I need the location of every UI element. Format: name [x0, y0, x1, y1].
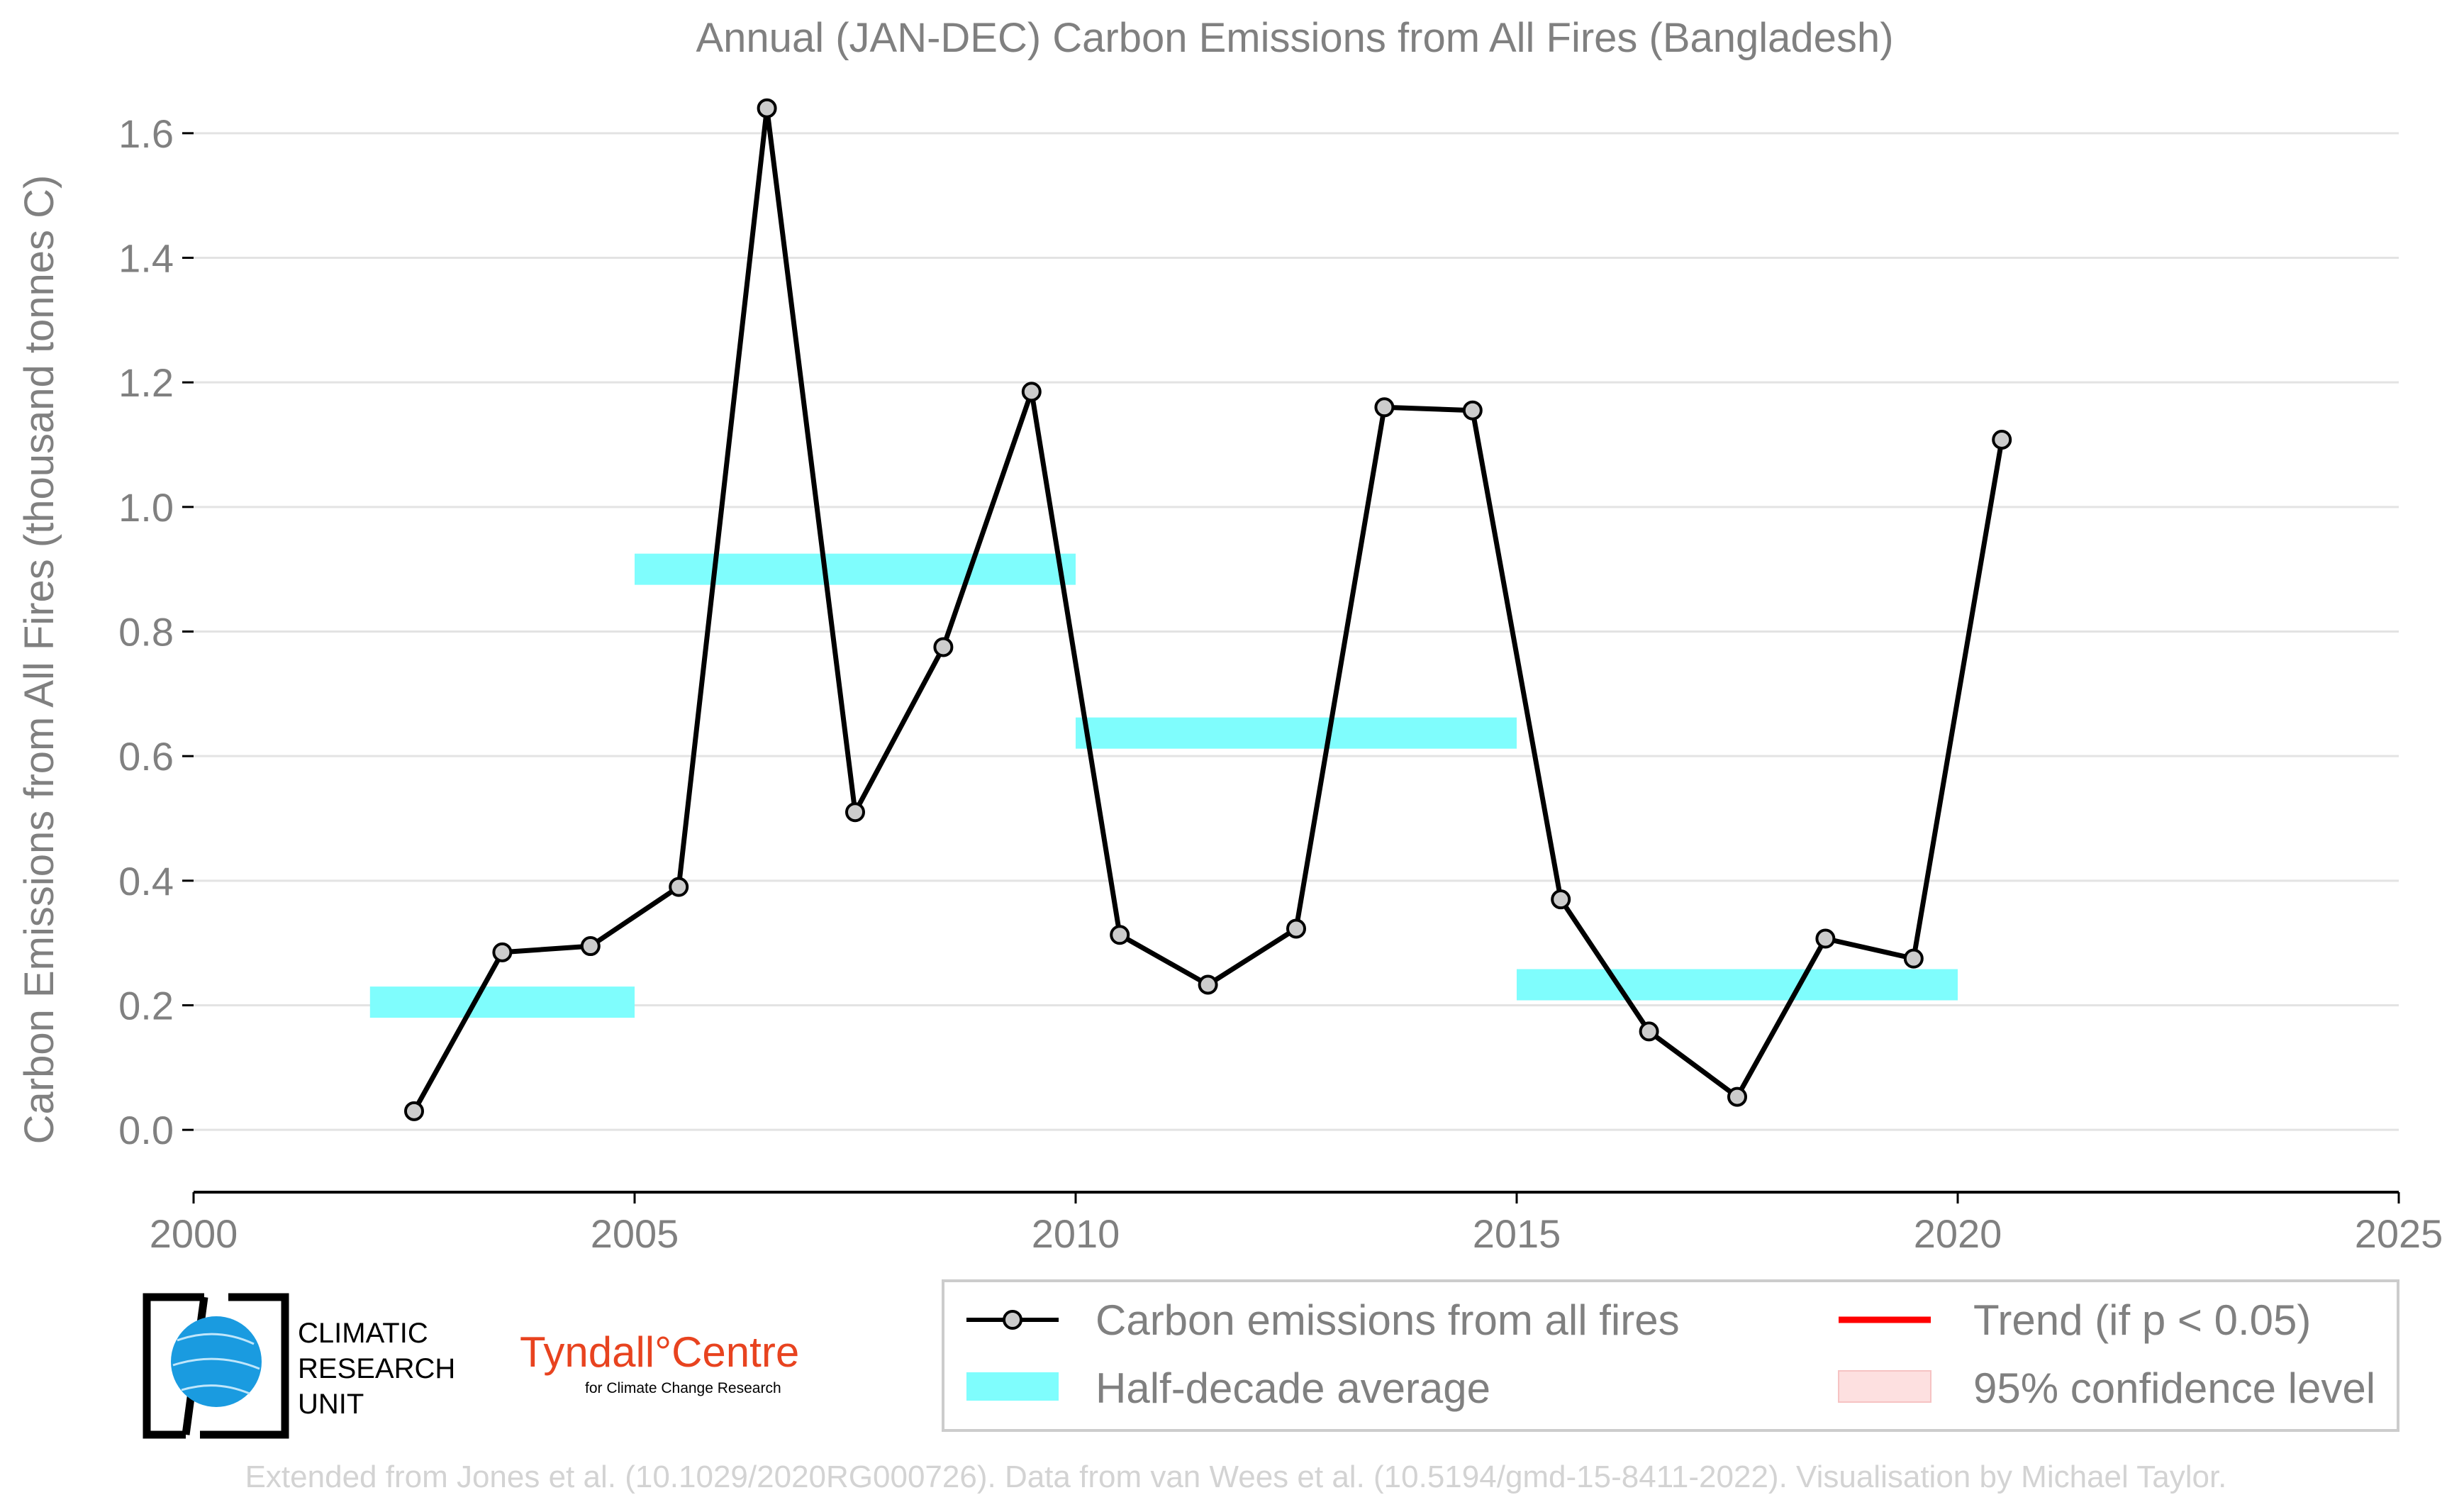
- cru-line-2: RESEARCH: [298, 1353, 455, 1384]
- chart-title: Annual (JAN-DEC) Carbon Emissions from A…: [696, 15, 1893, 61]
- data-point: [1110, 925, 1130, 945]
- data-point: [1551, 889, 1571, 910]
- data-point: [669, 877, 689, 897]
- legend-label-emissions: Carbon emissions from all fires: [1096, 1296, 1680, 1344]
- y-tick-label: 0.8: [118, 610, 174, 655]
- x-tick-label: 2010: [1032, 1211, 1120, 1256]
- globe-lines-icon: [172, 1333, 260, 1395]
- data-point: [492, 942, 513, 962]
- data-point: [933, 637, 954, 657]
- half-decade-bar: [635, 553, 1076, 585]
- data-point: [757, 98, 777, 118]
- cru-logo-bracket: [143, 1293, 289, 1439]
- y-tick-label: 1.6: [118, 111, 174, 156]
- y-tick-label: 1.2: [118, 360, 174, 405]
- y-tick-label: 0.0: [118, 1108, 174, 1152]
- axes: 0.0 0.2 0.4 0.6 0.8 1.0 1.2 1.4 1.6 2000 2005 2010 2…: [118, 111, 2443, 1256]
- data-point: [1992, 429, 2012, 450]
- data-point: [1286, 918, 1306, 939]
- x-tick-label: 2015: [1473, 1211, 1561, 1256]
- x-tick-label: 2000: [150, 1211, 238, 1256]
- y-tick-label: 1.4: [118, 236, 174, 281]
- tyndall-subtitle: for Climate Change Research: [585, 1380, 781, 1396]
- data-point: [1198, 974, 1218, 995]
- y-axis-label: Carbon Emissions from All Fires (thousan…: [16, 175, 62, 1145]
- legend-marker-swatch: [1003, 1310, 1022, 1330]
- data-point: [404, 1101, 424, 1121]
- grid-lines: [194, 132, 2399, 1131]
- data-point: [1462, 400, 1483, 421]
- cru-logo: CLIMATIC RESEARCH UNIT: [143, 1293, 455, 1439]
- x-tick-label: 2020: [1914, 1211, 2002, 1256]
- legend-label-trend: Trend (if p < 0.05): [1973, 1296, 2311, 1344]
- data-point: [845, 802, 865, 823]
- legend-average-swatch: [966, 1372, 1059, 1401]
- data-point: [1727, 1086, 1747, 1107]
- emissions-series: [404, 98, 2012, 1121]
- tyndall-name: Tyndall°Centre: [520, 1328, 799, 1376]
- data-point: [1021, 382, 1042, 402]
- legend-confidence-swatch: [1838, 1370, 1931, 1403]
- y-tick-label: 1.0: [118, 485, 174, 530]
- legend-frame: [942, 1279, 2399, 1432]
- y-tick-label: 0.2: [118, 984, 174, 1028]
- cru-line-1: CLIMATIC: [298, 1318, 428, 1349]
- tyndall-logo: Tyndall°Centre for Climate Change Resear…: [520, 1328, 799, 1396]
- legend: Carbon emissions from all fires Trend (i…: [942, 1279, 2399, 1432]
- data-point: [1374, 397, 1395, 418]
- cru-line-3: UNIT: [298, 1389, 364, 1420]
- data-point: [1815, 928, 1836, 949]
- half-decade-bar: [369, 986, 635, 1018]
- y-tick-label: 0.6: [118, 734, 174, 779]
- half-decade-average-bars: [369, 553, 1958, 1018]
- y-tick-label: 0.4: [118, 859, 174, 904]
- data-point: [580, 936, 601, 957]
- legend-label-average: Half-decade average: [1096, 1364, 1490, 1412]
- half-decade-bar: [1517, 969, 1958, 1001]
- legend-label-confidence: 95% confidence level: [1973, 1364, 2375, 1412]
- data-point: [1903, 948, 1924, 969]
- x-tick-label: 2025: [2355, 1211, 2443, 1256]
- x-tick-label: 2005: [591, 1211, 679, 1256]
- half-decade-bar: [1076, 717, 1517, 749]
- footer-credits: Extended from Jones et al. (10.1029/2020…: [245, 1460, 2227, 1494]
- data-point: [1639, 1021, 1659, 1042]
